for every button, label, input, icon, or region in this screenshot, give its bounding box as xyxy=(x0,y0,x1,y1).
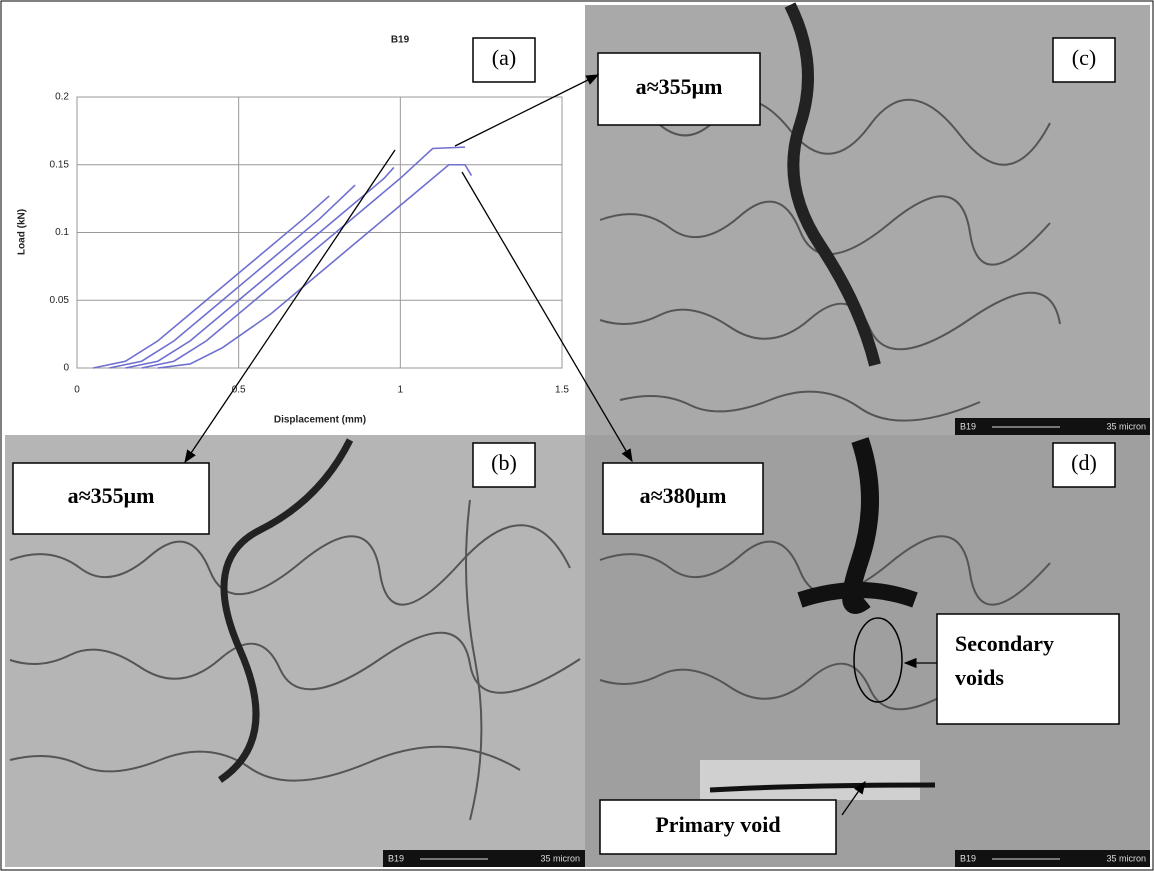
callout: voids xyxy=(955,665,1004,690)
scale-length: 35 micron xyxy=(1106,853,1146,863)
y-tick-label: 0.2 xyxy=(55,92,69,103)
callout: a≈380μm xyxy=(640,483,727,508)
callout: a≈355μm xyxy=(636,74,723,99)
y-tick-label: 0.1 xyxy=(55,227,69,238)
y-tick-label: 0.05 xyxy=(50,295,70,306)
scale-sample: B19 xyxy=(960,421,976,431)
panel-label: (a) xyxy=(492,45,516,70)
scale-length: 35 micron xyxy=(1106,421,1146,431)
scale-length: 35 micron xyxy=(540,853,580,863)
callout: a≈355μm xyxy=(68,483,155,508)
x-tick-label: 0 xyxy=(74,385,80,396)
callout: Primary void xyxy=(655,812,780,837)
panel-label: (b) xyxy=(491,450,517,475)
x-tick-label: 1.5 xyxy=(555,385,569,396)
scale-sample: B19 xyxy=(960,853,976,863)
y-tick-label: 0 xyxy=(63,363,69,374)
panel-label: (c) xyxy=(1072,45,1096,70)
x-axis-label: Displacement (mm) xyxy=(274,415,366,426)
chart-title: B19 xyxy=(391,35,410,46)
panel-label: (d) xyxy=(1071,450,1097,475)
x-tick-label: 1 xyxy=(398,385,404,396)
y-axis-label: Load (kN) xyxy=(17,209,28,255)
callout: Secondary xyxy=(955,631,1054,656)
y-tick-label: 0.15 xyxy=(50,159,70,170)
figure: B19 35 micron B19 35 micron B19 35 micro… xyxy=(0,0,1154,871)
scale-sample: B19 xyxy=(388,853,404,863)
